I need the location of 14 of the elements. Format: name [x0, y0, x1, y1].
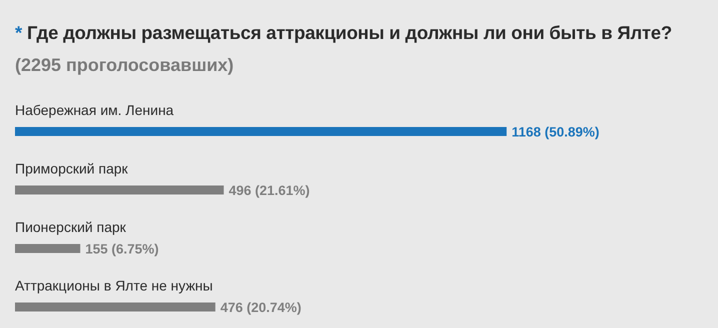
chart-title: * Где должны размещаться аттракционы и должны ли они быть в Ялте?	[15, 22, 672, 44]
y-tick-label: Приморский парк	[15, 160, 129, 176]
data-label: 1168 (50.89%)	[512, 124, 600, 140]
chart-subtitle: (2295 проголосовавших)	[15, 55, 234, 76]
data-label: 496 (21.61%)	[228, 183, 310, 198]
data-label: 476 (20.74%)	[220, 300, 302, 315]
y-tick-label: Набережная им. Ленина	[15, 102, 174, 118]
y-tick-label: Аттракционы в Ялте не нужны	[15, 278, 213, 294]
bar	[15, 244, 80, 253]
data-label: 155 (6.75%)	[85, 242, 159, 256]
bar	[15, 186, 224, 194]
y-tick-label: Пионерский парк	[15, 219, 127, 235]
bar	[15, 127, 507, 136]
bar	[15, 302, 216, 312]
